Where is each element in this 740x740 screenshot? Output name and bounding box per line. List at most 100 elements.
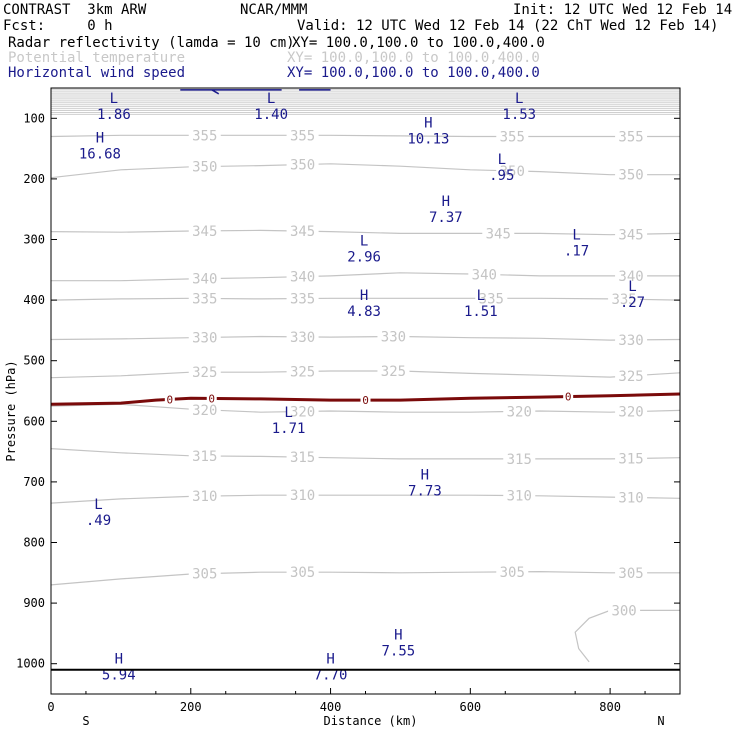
y-tick-label: 100 [23,111,45,125]
reflectivity-label-bg [563,390,574,402]
theta-contour-340 [51,272,680,282]
theta-label-330: 330 [381,330,406,346]
theta-label-310: 310 [507,489,532,505]
field-xy-wind: XY= 100.0,100.0 to 100.0,400.0 [287,65,540,81]
theta-contour-305 [50,570,680,586]
reflectivity-label: 0 [362,394,369,407]
theta-label-bg [188,159,221,173]
theta-contour-310 [50,494,681,504]
wind-extremum-value: 1.40 [254,107,288,123]
wind-extremum-value: .49 [86,513,111,529]
wind-extremum-value: .17 [564,244,589,260]
field-xy-reflectivity: XY= 100.0,100.0 to 100.0,400.0 [292,35,545,51]
theta-label-bg [468,267,501,281]
y-tick-label: 200 [23,172,45,186]
y-tick-label: 900 [23,596,45,610]
theta-contour-355 [50,134,680,138]
theta-label-310: 310 [290,488,315,504]
theta-label-305: 305 [618,566,643,582]
wind-extremum-L: L [572,228,580,244]
field-xy-theta: XY= 100.0,100.0 to 100.0,400.0 [287,50,540,66]
theta-label-bg [615,227,648,241]
y-tick-label: 700 [23,475,45,489]
wind-extremum-value: 1.51 [464,304,498,320]
theta-label-bg [377,329,410,343]
theta-label-355: 355 [290,128,315,144]
theta-label-350: 350 [290,157,315,173]
theta-label-335: 335 [290,292,315,308]
theta-label-bg [188,566,221,580]
theta-label-340: 340 [290,270,315,286]
theta-label-355: 355 [618,129,643,145]
theta-label-bg [188,271,221,285]
theta-label-335: 335 [479,291,504,307]
theta-contour-350 [50,163,680,179]
x-tick-label: 600 [459,700,481,714]
theta-contour-315 [50,448,681,460]
theta-contour-325 [50,370,681,379]
theta-label-305: 305 [500,565,525,581]
y-tick-label: 600 [23,414,45,428]
x-tick-label: 800 [599,700,621,714]
theta-label-320: 320 [192,403,217,419]
wind-extremum-value: 7.55 [381,643,415,659]
theta-label-300: 300 [611,603,636,619]
theta-contour-345 [50,229,681,236]
theta-label-bg [482,226,515,240]
wind-extremum-value: 7.73 [408,483,442,499]
theta-label-355: 355 [192,128,217,144]
wind-extremum-value: 1.71 [272,421,306,437]
theta-label-320: 320 [507,404,532,420]
theta-label-bg [503,404,536,418]
theta-label-340: 340 [192,272,217,288]
theta-contour-335 [50,297,681,301]
theta-label-bg [188,330,221,344]
theta-label-345: 345 [486,226,511,242]
theta-label-325: 325 [290,364,315,380]
wind-extremum-value: 5.94 [102,668,136,684]
theta-label-345: 345 [618,227,643,243]
theta-label-325: 325 [192,365,217,381]
model-title: CONTRAST 3km ARW [3,2,147,18]
theta-label-bg [615,490,648,504]
theta-label-bg [475,291,508,305]
wind-extremum-L: L [477,288,485,304]
wind-extremum-value: 1.53 [502,107,536,123]
theta-label-bg [615,404,648,418]
theta-label-350: 350 [192,160,217,176]
wind-extremum-H: H [421,467,429,483]
theta-label-bg [286,450,319,464]
wind-extremum-L: L [360,234,368,250]
wind-extremum-L: L [94,497,102,513]
theta-label-315: 315 [507,452,532,468]
reflectivity-label: 0 [166,393,173,406]
plot-frame [50,87,681,695]
theta-label-320: 320 [618,405,643,421]
theta-label-bg [286,224,319,238]
y-tick-label: 500 [23,354,45,368]
theta-label-350: 350 [618,168,643,184]
wind-extremum-H: H [360,288,368,304]
theta-label-bg [496,163,529,177]
theta-label-bg [188,291,221,305]
theta-label-315: 315 [618,452,643,468]
wind-extremum-L: L [284,405,292,421]
x-axis-title: Distance (km) [324,714,418,728]
x-tick-label: 200 [180,700,202,714]
wind-extremum-H: H [115,652,123,668]
y-tick-label: 800 [23,536,45,550]
theta-label-bg [615,268,648,282]
theta-label-315: 315 [192,449,217,465]
x-tick-label: 0 [47,700,54,714]
wind-extremum-L: L [267,91,275,107]
theta-label-bg [286,157,319,171]
theta-contour-320 [50,403,681,413]
theta-label-bg [188,128,221,142]
theta-label-bg [286,329,319,343]
x-end-label-north: N [657,714,664,728]
reflectivity-label-bg [164,393,175,405]
forecast-hour: Fcst: 0 h [3,18,113,34]
wind-extremum-value: 7.37 [429,210,463,226]
theta-label-bg [286,488,319,502]
theta-label-bg [503,488,536,502]
